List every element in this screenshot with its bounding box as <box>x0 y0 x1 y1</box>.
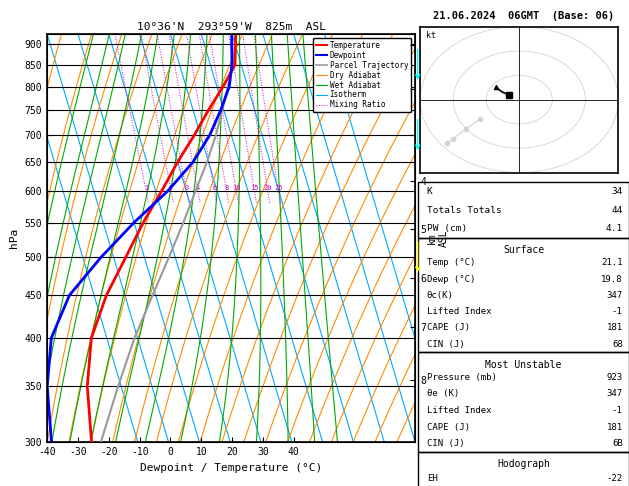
Text: 6: 6 <box>212 185 216 191</box>
Text: -1: -1 <box>612 307 623 316</box>
Legend: Temperature, Dewpoint, Parcel Trajectory, Dry Adiabat, Wet Adiabat, Isotherm, Mi: Temperature, Dewpoint, Parcel Trajectory… <box>313 38 411 112</box>
Text: 10: 10 <box>232 185 240 191</box>
X-axis label: Dewpoint / Temperature (°C): Dewpoint / Temperature (°C) <box>140 463 322 473</box>
Text: 19.8: 19.8 <box>601 275 623 284</box>
Text: 4.1: 4.1 <box>606 225 623 233</box>
Text: Dewp (°C): Dewp (°C) <box>426 275 475 284</box>
Text: Most Unstable: Most Unstable <box>486 360 562 370</box>
Text: 21.06.2024  06GMT  (Base: 06): 21.06.2024 06GMT (Base: 06) <box>433 11 615 21</box>
Text: Temp (°C): Temp (°C) <box>426 258 475 267</box>
Text: 6B: 6B <box>612 439 623 448</box>
Bar <box>418 238 629 352</box>
Text: θc(K): θc(K) <box>426 291 454 300</box>
Text: 4: 4 <box>196 185 200 191</box>
Text: CIN (J): CIN (J) <box>426 340 464 349</box>
Text: 68: 68 <box>612 340 623 349</box>
Text: 347: 347 <box>606 389 623 399</box>
Text: Lifted Index: Lifted Index <box>426 307 491 316</box>
Bar <box>418 452 629 486</box>
Text: 44: 44 <box>611 206 623 215</box>
Text: θe (K): θe (K) <box>426 389 459 399</box>
Text: 1: 1 <box>144 185 148 191</box>
Text: CAPE (J): CAPE (J) <box>426 422 470 432</box>
Text: 181: 181 <box>606 323 623 332</box>
Text: 3: 3 <box>184 185 189 191</box>
Text: PW (cm): PW (cm) <box>426 225 467 233</box>
Text: Lifted Index: Lifted Index <box>426 406 491 415</box>
Text: kt: kt <box>426 31 436 40</box>
Text: 8: 8 <box>225 185 229 191</box>
Title: 10°36'N  293°59'W  825m  ASL: 10°36'N 293°59'W 825m ASL <box>136 22 326 32</box>
Text: Pressure (mb): Pressure (mb) <box>426 373 496 382</box>
Text: 34: 34 <box>611 187 623 196</box>
Text: CIN (J): CIN (J) <box>426 439 464 448</box>
Text: EH: EH <box>426 474 437 483</box>
Text: Hodograph: Hodograph <box>497 459 550 469</box>
Bar <box>418 352 629 452</box>
Text: 20: 20 <box>264 185 272 191</box>
Text: -1: -1 <box>612 406 623 415</box>
Text: 181: 181 <box>606 422 623 432</box>
Text: CAPE (J): CAPE (J) <box>426 323 470 332</box>
Y-axis label: hPa: hPa <box>9 228 19 248</box>
Text: 2: 2 <box>169 185 173 191</box>
Text: 21.1: 21.1 <box>601 258 623 267</box>
Text: K: K <box>426 187 433 196</box>
Text: 25: 25 <box>274 185 282 191</box>
Text: 15: 15 <box>250 185 259 191</box>
Bar <box>418 182 629 238</box>
Text: 923: 923 <box>606 373 623 382</box>
Text: Surface: Surface <box>503 245 544 256</box>
Text: Totals Totals: Totals Totals <box>426 206 501 215</box>
Text: 347: 347 <box>606 291 623 300</box>
Y-axis label: km
ASL: km ASL <box>427 229 449 247</box>
Text: -22: -22 <box>606 474 623 483</box>
Text: 1LCL: 1LCL <box>419 39 439 49</box>
